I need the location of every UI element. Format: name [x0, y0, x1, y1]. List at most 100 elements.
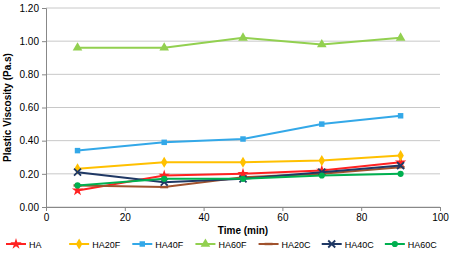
- point-marker: [73, 42, 83, 50]
- y-tick-label: 0.80: [20, 69, 40, 80]
- series: [72, 156, 406, 195]
- y-tick: 1.20: [20, 3, 46, 14]
- y-tick-label: 0.20: [20, 169, 40, 180]
- x-tick: 20: [120, 207, 132, 223]
- legend-item: HA40F: [132, 240, 184, 250]
- legend: HA HA20F HA40F HA60F HA20C HA40C HA60C: [6, 238, 437, 250]
- grid-line: [46, 107, 440, 108]
- x-tick-label: 40: [199, 212, 211, 223]
- legend-marker: [10, 238, 21, 249]
- point-marker: [161, 176, 167, 182]
- legend-item: HA40C: [322, 240, 375, 250]
- x-tick-label: 60: [277, 212, 289, 223]
- legend-label: HA20C: [282, 240, 312, 250]
- x-tick: 60: [277, 207, 289, 223]
- legend-item: HA60F: [195, 238, 247, 249]
- x-axis-line: [47, 208, 441, 212]
- point-marker: [398, 113, 403, 118]
- x-tick: 40: [199, 207, 211, 223]
- point-marker: [397, 162, 404, 169]
- y-tick: 0.80: [20, 69, 46, 80]
- y-tick-mark: [42, 207, 46, 208]
- x-tick-label: 100: [432, 212, 449, 223]
- y-tick: 0.00: [20, 202, 46, 213]
- x-tick-label: 0: [44, 212, 50, 223]
- legend-label: HA60F: [218, 240, 247, 250]
- point-marker: [159, 42, 169, 50]
- point-marker: [240, 176, 246, 182]
- series-line: [78, 116, 401, 151]
- legend-item: HA20F: [69, 238, 121, 249]
- point-marker: [160, 186, 168, 188]
- series-line: [78, 174, 401, 186]
- legend-item: HA: [6, 238, 42, 249]
- point-marker: [396, 32, 406, 40]
- point-marker: [319, 172, 325, 178]
- x-tick-label: 80: [356, 212, 368, 223]
- legend-swatch: [259, 243, 279, 245]
- legend-label: HA20F: [92, 240, 121, 250]
- legend-marker: [328, 241, 335, 248]
- point-marker: [240, 175, 247, 182]
- grid: [46, 8, 440, 207]
- y-tick-label: 0.40: [20, 135, 40, 146]
- point-marker: [319, 121, 324, 126]
- series: [75, 113, 404, 153]
- legend-item: HA20C: [259, 240, 312, 250]
- x-tick: 80: [356, 207, 368, 223]
- series: [74, 162, 404, 186]
- series: [73, 32, 406, 50]
- y-tick-label: 0.00: [20, 202, 40, 213]
- series-layer: [72, 32, 406, 195]
- legend-marker: [265, 243, 273, 245]
- legend-marker: [140, 241, 145, 246]
- legend-label: HA40C: [345, 240, 375, 250]
- legend-label: HA: [29, 240, 42, 250]
- y-tick-label: 0.60: [20, 102, 40, 113]
- point-marker: [240, 157, 246, 168]
- point-marker: [238, 32, 248, 40]
- point-marker: [240, 136, 245, 141]
- legend-label: HA60C: [408, 240, 438, 250]
- legend-label: HA40F: [155, 240, 184, 250]
- y-tick-mark: [42, 141, 46, 142]
- x-tick-mark: [361, 207, 362, 211]
- grid-line: [46, 74, 440, 75]
- x-tick-mark: [440, 207, 441, 211]
- y-axis-title: Plastic Viscosity (Pa.s): [2, 53, 13, 162]
- y-axis: 0.00 0.20 0.40 0.60 0.80 1.00 1.20: [20, 3, 47, 213]
- series-line: [78, 162, 401, 190]
- legend-marker: [392, 241, 398, 247]
- series: [74, 166, 405, 188]
- point-marker: [75, 148, 80, 153]
- y-tick-mark: [42, 8, 46, 9]
- x-tick: 100: [432, 207, 449, 223]
- y-tick: 0.60: [20, 102, 46, 113]
- point-marker: [319, 155, 325, 166]
- legend-marker: [76, 238, 82, 249]
- y-tick-label: 1.20: [20, 3, 40, 14]
- point-marker: [397, 150, 403, 161]
- chart: 0.00 0.20 0.40 0.60 0.80 1.00 1.20 0 20 40 60 80 100…: [0, 0, 450, 253]
- y-tick: 1.00: [20, 36, 46, 47]
- y-tick: 0.40: [20, 135, 46, 146]
- point-marker: [161, 140, 166, 145]
- x-axis: 0 20 40 60 80 100: [44, 207, 450, 223]
- x-tick-mark: [282, 207, 283, 211]
- y-axis-line: [42, 9, 47, 208]
- grid-line: [46, 8, 440, 9]
- y-tick-mark: [42, 108, 46, 109]
- series: [74, 171, 403, 189]
- x-tick-mark: [46, 207, 47, 211]
- point-marker: [74, 182, 80, 188]
- legend-item: HA60C: [385, 240, 438, 250]
- y-tick: 0.20: [20, 169, 46, 180]
- x-axis-title: Time (min): [218, 225, 268, 236]
- x-tick-label: 20: [120, 212, 132, 223]
- x-tick: 0: [44, 207, 50, 223]
- point-marker: [74, 169, 81, 176]
- y-tick-label: 1.00: [20, 36, 40, 47]
- series-line: [78, 156, 401, 169]
- legend-marker: [201, 238, 211, 246]
- x-tick-mark: [125, 207, 126, 211]
